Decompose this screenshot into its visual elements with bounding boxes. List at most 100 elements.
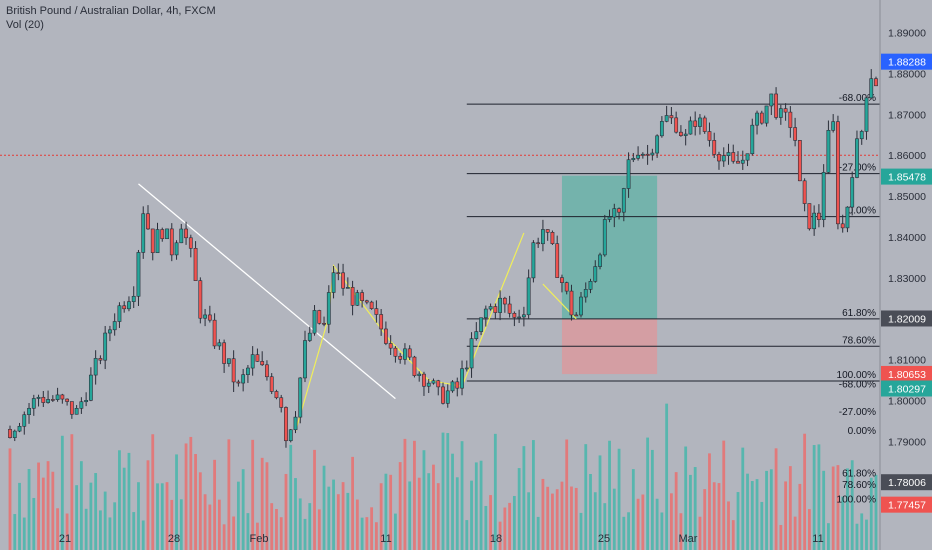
candle-body xyxy=(469,338,474,369)
volume-bar xyxy=(779,524,783,550)
candle-body xyxy=(726,152,731,156)
volume-bar xyxy=(332,479,335,550)
volume-bar xyxy=(374,522,378,550)
candle-body xyxy=(198,280,203,319)
fib-level-label: 61.80% xyxy=(842,308,876,319)
candle-body xyxy=(655,135,660,154)
y-tick-label: 1.87000 xyxy=(888,109,926,121)
volume-bar xyxy=(503,507,507,550)
volume-bar xyxy=(769,469,773,550)
candle-body xyxy=(493,306,498,313)
volume-bar xyxy=(265,462,269,550)
volume-bar xyxy=(836,465,840,550)
volume-bar xyxy=(137,482,140,550)
volume-bar xyxy=(294,478,297,550)
x-tick-label: 11 xyxy=(380,533,391,545)
candle-body xyxy=(474,331,479,339)
price-tag-label: 1.78006 xyxy=(888,477,926,489)
volume-bar xyxy=(784,481,787,550)
candle-body xyxy=(817,212,821,220)
price-tag-label: 1.77457 xyxy=(888,500,926,512)
volume-bar xyxy=(346,492,350,550)
candle-body xyxy=(250,354,255,369)
candle-body xyxy=(169,228,174,256)
price-tag-label: 1.80297 xyxy=(888,384,926,396)
fib-level-label: 100.00% xyxy=(837,495,877,506)
candle-body xyxy=(836,121,840,225)
legend: British Pound / Australian Dollar, 4h, F… xyxy=(6,4,216,32)
y-tick-label: 1.88000 xyxy=(888,68,926,80)
candle-body xyxy=(207,314,212,321)
candle-body xyxy=(845,206,850,229)
volume-bar xyxy=(722,440,726,550)
volume-bar xyxy=(203,494,207,550)
candle-body xyxy=(550,232,555,244)
volume-bar xyxy=(322,465,326,550)
volume-bar xyxy=(788,466,792,550)
candle-body xyxy=(322,322,326,325)
candle-body xyxy=(450,381,455,392)
price-tag-label: 1.85478 xyxy=(888,172,926,184)
volume-bar xyxy=(65,513,69,550)
volume-bar xyxy=(593,492,597,550)
volume-bar xyxy=(855,523,859,550)
candle-body xyxy=(855,138,859,178)
volume-bars xyxy=(8,403,878,550)
candle-body xyxy=(564,282,569,292)
candle-body xyxy=(160,229,165,240)
volume-bar xyxy=(817,444,821,550)
volume-bar xyxy=(465,520,469,550)
candle-body xyxy=(778,108,783,118)
volume-bar xyxy=(712,482,716,550)
candle-body xyxy=(146,213,150,230)
volume-bar xyxy=(217,499,221,550)
candle-body xyxy=(774,93,778,118)
y-tick-label: 1.89000 xyxy=(888,28,926,40)
volume-bar xyxy=(360,517,364,550)
candle-body xyxy=(269,376,274,392)
volume-bar xyxy=(355,499,359,550)
price-tag xyxy=(881,53,932,70)
candle-body xyxy=(745,153,750,161)
candle-body xyxy=(664,115,669,122)
candle-body xyxy=(445,390,450,404)
candle-body xyxy=(545,229,550,233)
candle-body xyxy=(155,229,160,254)
fib-level-label: 100.00% xyxy=(837,370,877,381)
candle-body xyxy=(436,380,441,388)
volume-bar xyxy=(27,469,31,550)
volume-bar xyxy=(527,492,531,550)
candle-body xyxy=(345,287,350,289)
volume-bar xyxy=(869,477,873,550)
volume-bar xyxy=(636,498,640,550)
volume-bar xyxy=(827,523,830,550)
volume-bar xyxy=(665,403,669,550)
candle-body xyxy=(683,133,688,136)
candle-body xyxy=(403,348,407,360)
candle-body xyxy=(55,394,60,400)
volume-bar xyxy=(141,520,145,550)
candle-body xyxy=(226,358,231,364)
volume-bar xyxy=(579,512,583,550)
volume-bar xyxy=(532,440,535,550)
candle-body xyxy=(502,297,507,305)
volume-bar xyxy=(175,454,178,550)
volume-bar xyxy=(693,467,697,550)
x-tick-label: 25 xyxy=(598,533,610,545)
candle-body xyxy=(265,364,269,378)
candle-body xyxy=(246,367,250,375)
candle-body xyxy=(640,153,645,156)
candle-body xyxy=(441,386,445,404)
candle-body xyxy=(307,332,312,341)
fib-level-label: 78.60% xyxy=(842,335,876,346)
volume-bar xyxy=(41,477,45,550)
volume-bar xyxy=(755,479,759,550)
volume-bar xyxy=(132,512,136,550)
volume-bar xyxy=(831,466,835,550)
candle-body xyxy=(136,252,141,297)
candle-body xyxy=(407,348,412,358)
volume-bar xyxy=(213,459,217,550)
candle-body xyxy=(788,111,793,128)
volume-bar xyxy=(417,477,421,550)
